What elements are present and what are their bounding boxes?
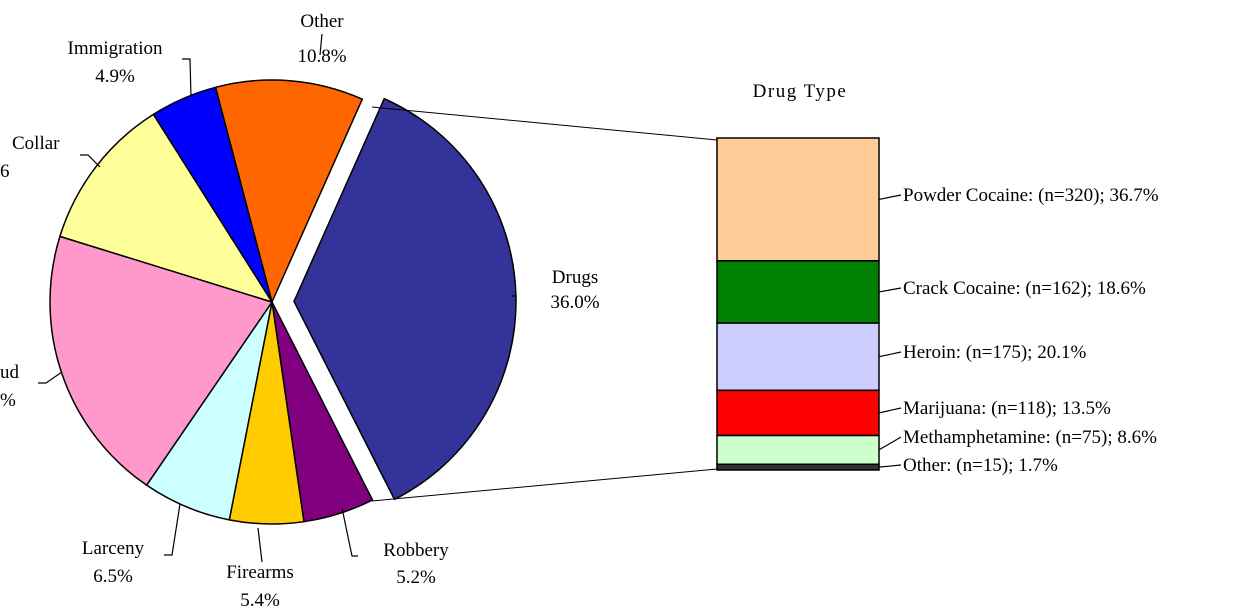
pie-slice-white-collar — [59, 113, 273, 303]
pie-label-other-name: Other — [300, 11, 344, 32]
bar-label-heroin: Heroin: (n=175); 20.1% — [903, 342, 1086, 363]
pie-label-firearms-name: Firearms — [226, 562, 294, 583]
bar-leader-powder-cocaine — [878, 194, 902, 201]
pie-label-robbery-percent: 5.2% — [396, 567, 436, 588]
pie-label-immigration-percent: 4.9% — [95, 66, 135, 87]
bar-label-powder-cocaine: Powder Cocaine: (n=320); 36.7% — [903, 185, 1159, 206]
bar-segment-marijuana — [716, 389, 880, 437]
bar-segment-crack-cocaine — [716, 260, 880, 324]
bar-label-crack-cocaine: Crack Cocaine: (n=162); 18.6% — [903, 278, 1146, 299]
bar-leader-other — [878, 464, 902, 468]
bar-leader-crack-cocaine — [878, 287, 902, 293]
leader-line-larceny — [164, 503, 181, 556]
pie-label-immigration-name: Immigration — [68, 38, 163, 59]
pie-label-white-collar-name: Collar — [12, 133, 60, 154]
pie-label-larceny-name: Larceny — [82, 538, 145, 559]
bar-label-methamphetamine: Methamphetamine: (n=75); 8.6% — [903, 427, 1157, 448]
pie-label-drugs-name: Drugs — [552, 267, 598, 288]
pie-label-white-collar-percent: 6 — [0, 161, 10, 182]
leader-line-fraud — [38, 371, 63, 384]
bar-leader-marijuana — [878, 407, 902, 414]
connector-line-top — [371, 106, 718, 141]
pie-label-other-percent: 10.8% — [297, 46, 346, 67]
connector-lines — [371, 106, 718, 502]
leader-line-white-collar — [80, 154, 101, 168]
pie-slice-other — [214, 79, 364, 303]
pie-label-firearms-percent: 5.4% — [240, 590, 280, 611]
leader-line-firearms — [257, 527, 263, 563]
pie-label-fraud-percent: % — [0, 390, 16, 411]
pie-label-drugs-percent: 36.0% — [550, 292, 599, 313]
bar-segment-other — [716, 463, 880, 471]
bar-leader-heroin — [878, 351, 902, 358]
connector-line-bottom — [371, 468, 718, 502]
drug-type-title: Drug Type — [753, 81, 848, 102]
leader-line-immigration — [182, 58, 192, 98]
pie-label-robbery-name: Robbery — [383, 540, 449, 561]
bar-label-marijuana: Marijuana: (n=118); 13.5% — [903, 398, 1111, 419]
pie-labels: Drugs 36.0% Robbery 5.2% Firearms 5.4% Larceny… — [0, 11, 600, 611]
pie-slice-fraud — [49, 235, 273, 486]
offense-pie — [49, 79, 517, 525]
drug-type-stacked-bar: Powder Cocaine: (n=320); 36.7% Crack Coca… — [716, 137, 1159, 476]
pie-label-larceny-percent: 6.5% — [93, 566, 133, 587]
bar-segment-powder-cocaine — [716, 137, 880, 262]
bar-leader-methamphetamine — [878, 436, 902, 451]
bar-segment-heroin — [716, 322, 880, 392]
bar-segment-methamphetamine — [716, 434, 880, 466]
bar-label-other: Other: (n=15); 1.7% — [903, 455, 1058, 476]
leader-line-other — [319, 33, 323, 56]
leader-line-robbery — [341, 507, 358, 557]
pie-label-fraud-name: ud — [0, 362, 20, 383]
